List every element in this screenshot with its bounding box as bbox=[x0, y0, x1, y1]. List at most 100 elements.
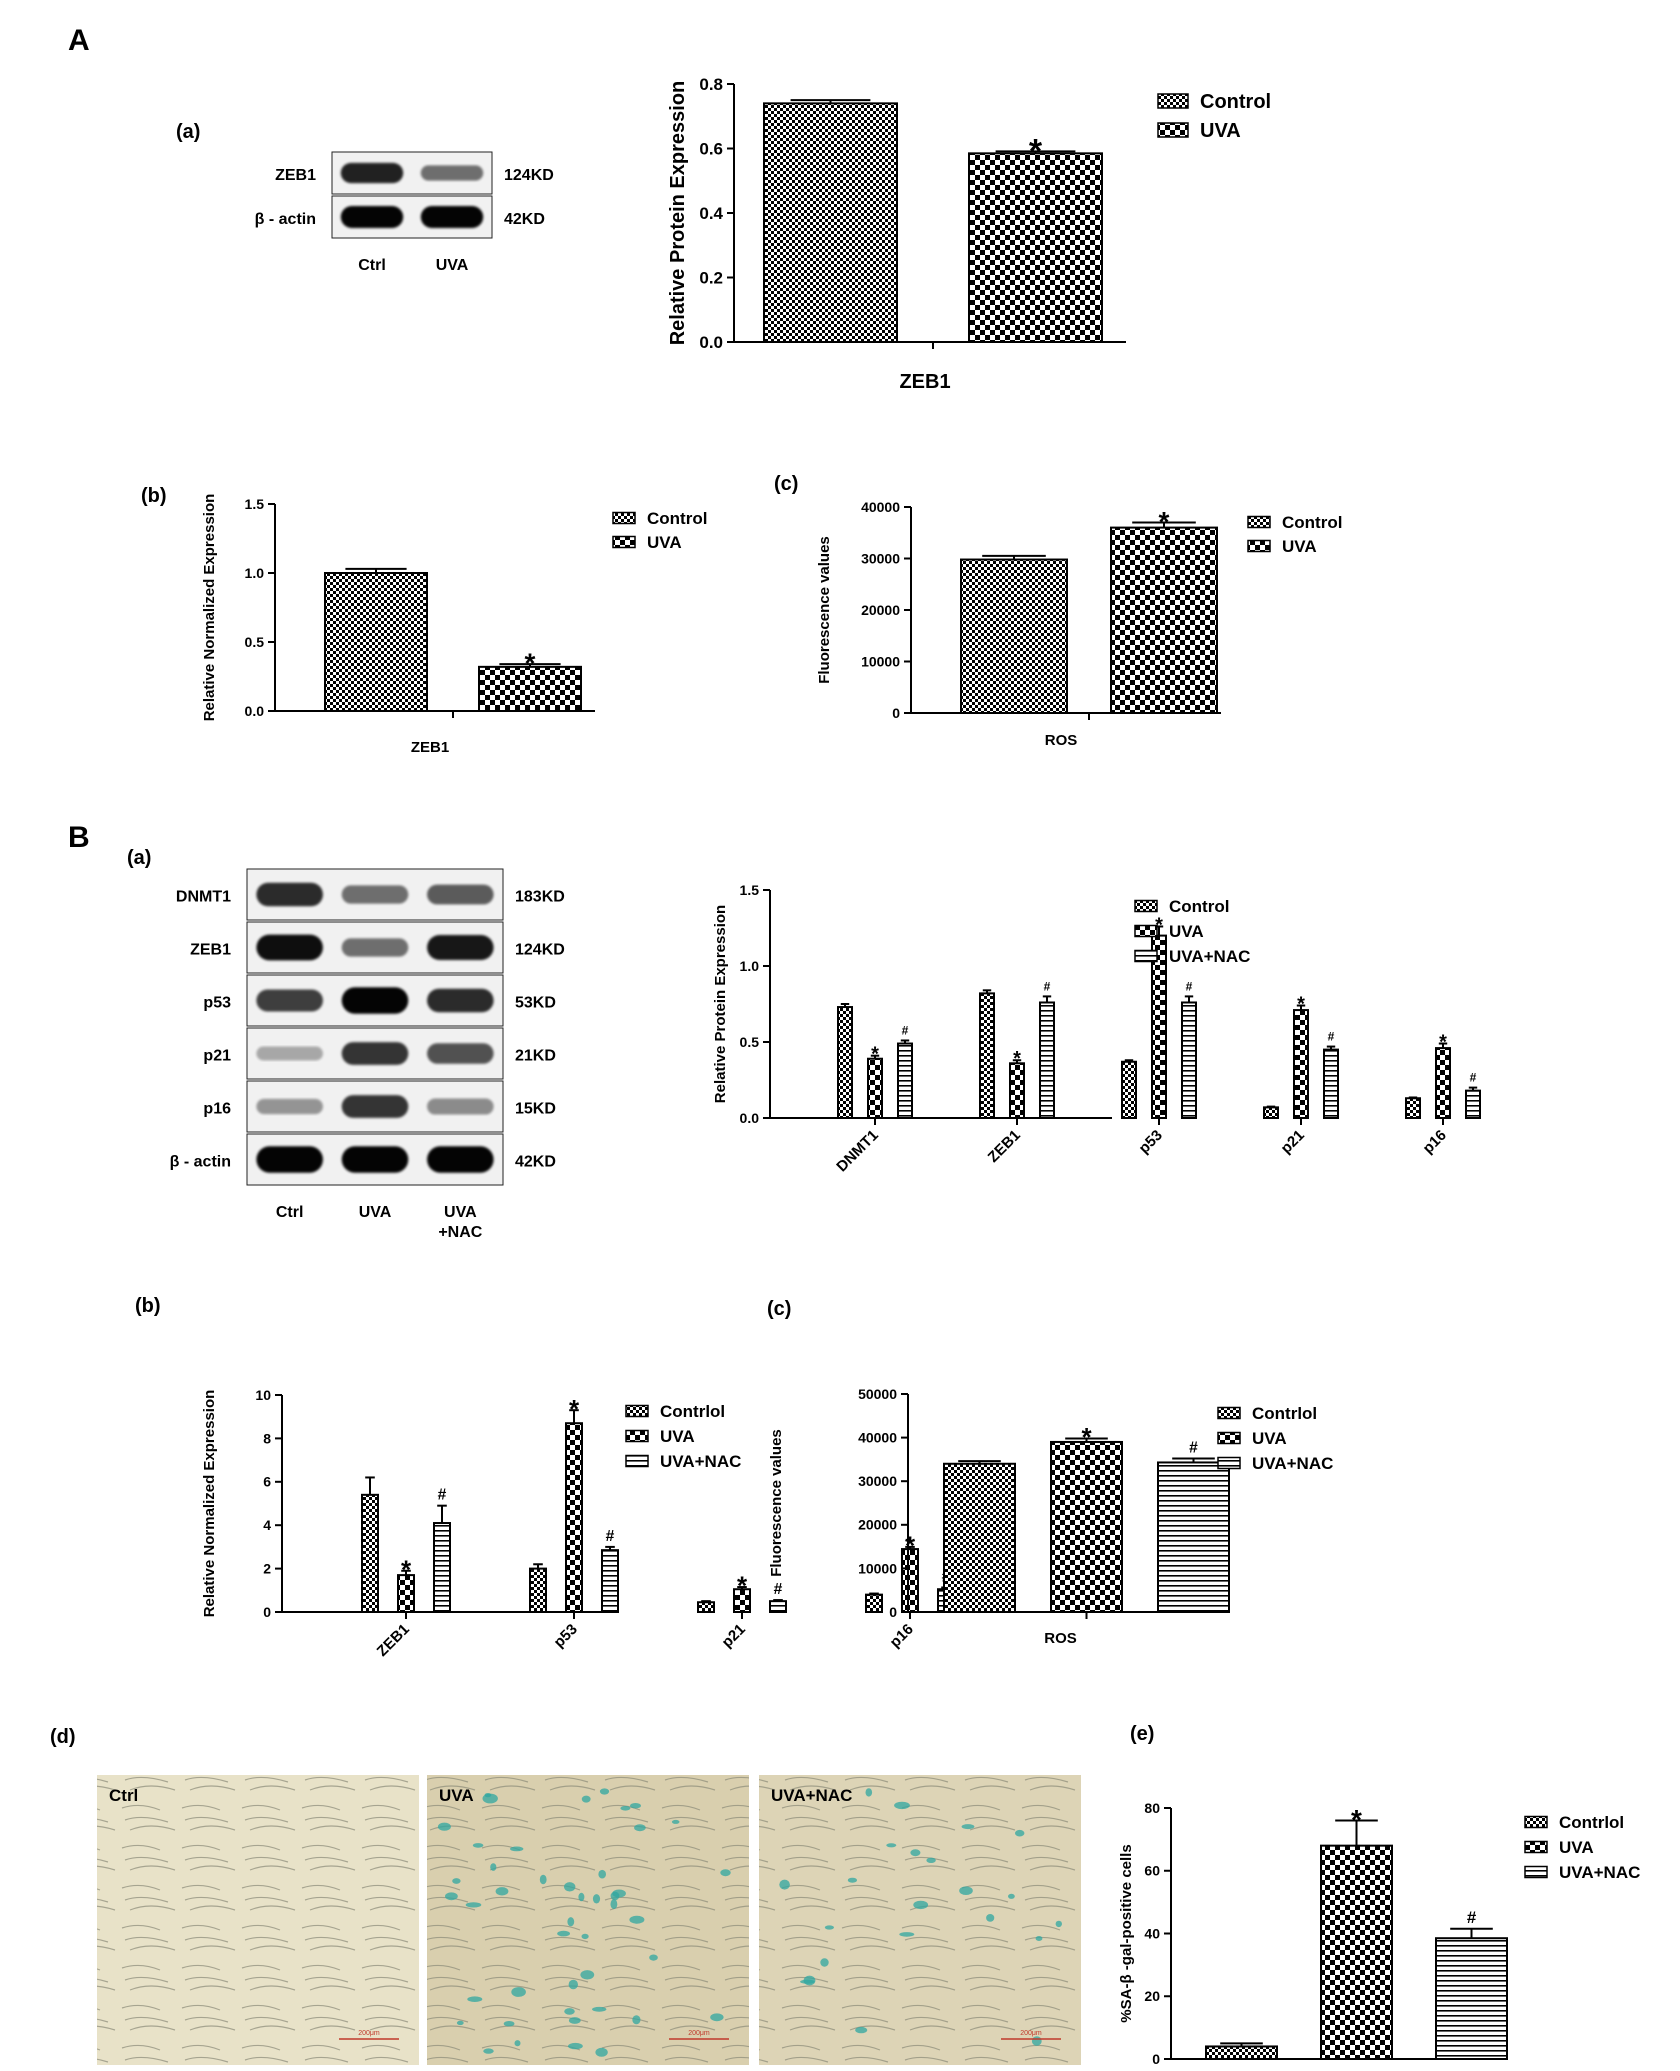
y-tick-label: 30000 bbox=[858, 1473, 897, 1489]
sa-beta-gal-stain bbox=[483, 2048, 494, 2054]
y-tick-label: 1.0 bbox=[245, 565, 265, 581]
y-tick-label: 0.6 bbox=[699, 139, 723, 158]
y-axis-label: Relative Normalized Expression bbox=[201, 494, 218, 722]
blot-row-label: p16 bbox=[203, 1101, 231, 1118]
sa-beta-gal-stain bbox=[510, 1846, 524, 1852]
x-tick-label: DNMT1 bbox=[833, 1127, 882, 1176]
blot-size-label: 15KD bbox=[515, 1101, 556, 1118]
significance-star: * bbox=[1159, 506, 1170, 537]
sa-beta-gal-stain bbox=[720, 1869, 731, 1877]
bar-control bbox=[979, 992, 995, 1119]
significance-hash: # bbox=[1044, 979, 1051, 993]
blot-lane-label: UVA bbox=[436, 257, 469, 274]
blot-size-label: 21KD bbox=[515, 1048, 556, 1065]
sa-beta-gal-stain bbox=[959, 1886, 973, 1895]
sa-beta-gal-stain bbox=[649, 1954, 658, 1961]
sa-beta-gal-stain bbox=[592, 1894, 601, 1904]
blot-band bbox=[420, 165, 484, 181]
chart-A_b: 0.0 0.5 1.0 1.5 Relative Normalized Expressi… bbox=[201, 494, 707, 756]
blot-size-label: 42KD bbox=[515, 1154, 556, 1171]
chart-A_main: 0.0 0.2 0.4 0.6 0.8 Relative Protein Expressi… bbox=[667, 75, 1271, 393]
panel-label-Be: (e) bbox=[1130, 1723, 1154, 1745]
sa-beta-gal-stain bbox=[445, 1892, 458, 1901]
bar-uva-nac bbox=[769, 1600, 787, 1614]
sa-beta-gal-stain bbox=[557, 1930, 570, 1937]
panel-label-A: A bbox=[68, 24, 90, 57]
y-tick-label: 8 bbox=[263, 1430, 271, 1446]
sa-beta-gal-stain bbox=[568, 1979, 578, 1990]
x-tick-label: ZEB1 bbox=[374, 1621, 413, 1660]
blot-size-label: 42KD bbox=[504, 211, 545, 228]
x-axis-label: ROS bbox=[1045, 732, 1078, 749]
micrograph-cell-texture bbox=[97, 1775, 419, 2065]
sa-beta-gal-stain bbox=[511, 1987, 526, 1997]
blot-band bbox=[256, 989, 323, 1012]
blot-row-label: DNMT1 bbox=[176, 889, 231, 906]
legend-label: UVA+NAC bbox=[660, 1452, 741, 1471]
scale-bar-label: 200μm bbox=[1020, 2030, 1042, 2037]
chart-B_b: 0 2 4 6 8 10 Relative Normalized Expression ZEB… bbox=[201, 1387, 955, 1660]
blot-size-label: 53KD bbox=[515, 995, 556, 1012]
y-tick-label: 0.0 bbox=[245, 703, 265, 719]
blot-size-label: 124KD bbox=[515, 942, 565, 959]
significance-hash: # bbox=[1470, 1071, 1477, 1085]
x-axis-label: ROS bbox=[1044, 1630, 1077, 1647]
legend-label: Contrlol bbox=[1559, 1813, 1624, 1832]
blot-band bbox=[427, 1098, 494, 1115]
panel-label-Bb: (b) bbox=[135, 1295, 161, 1317]
legend-swatch bbox=[1217, 1406, 1241, 1420]
sa-beta-gal-stain bbox=[581, 1795, 591, 1803]
x-tick-label: p21 bbox=[1278, 1127, 1308, 1157]
y-tick-label: 0 bbox=[1152, 2051, 1160, 2067]
bar-uva bbox=[1435, 1047, 1451, 1119]
y-tick-label: 50000 bbox=[858, 1386, 897, 1402]
x-tick-label: p16 bbox=[887, 1621, 917, 1651]
legend-label: UVA+NAC bbox=[1252, 1454, 1333, 1473]
blot-band bbox=[340, 206, 404, 228]
bar-uva bbox=[478, 665, 582, 713]
bar-uva-nac bbox=[1157, 1461, 1230, 1614]
legend-swatch bbox=[1134, 899, 1158, 913]
legend-swatch bbox=[1157, 93, 1189, 109]
scale-bar-label: 200μm bbox=[688, 2030, 710, 2037]
blot-row-label: p53 bbox=[203, 995, 231, 1012]
significance-star: * bbox=[525, 648, 536, 679]
blot-row-label: β - actin bbox=[255, 211, 316, 228]
legend-swatch bbox=[1524, 1840, 1548, 1854]
legend-label: UVA+NAC bbox=[1559, 1863, 1640, 1882]
panel-label-Ac: (c) bbox=[774, 473, 798, 495]
y-tick-label: 20 bbox=[1144, 1988, 1160, 2004]
legend-swatch bbox=[1524, 1815, 1548, 1829]
bar-uva-nac bbox=[1465, 1089, 1481, 1120]
legend-swatch bbox=[1247, 539, 1271, 553]
blot-band bbox=[341, 987, 409, 1014]
bar-uva bbox=[968, 152, 1103, 343]
bar-uva-nac bbox=[1323, 1048, 1339, 1119]
micrograph-cell-texture bbox=[759, 1775, 1081, 2065]
sa-beta-gal-stain bbox=[495, 1887, 509, 1896]
significance-star: * bbox=[401, 1554, 412, 1584]
y-axis-label: Relative Protein Expression bbox=[712, 905, 729, 1103]
x-tick-label: p16 bbox=[1420, 1127, 1450, 1157]
bar-control bbox=[1263, 1106, 1279, 1119]
x-tick-label: p21 bbox=[719, 1621, 749, 1651]
sa-beta-gal-stain bbox=[847, 1877, 858, 1883]
bar-contrlol bbox=[529, 1567, 547, 1613]
y-axis-label: Relative Normalized Expression bbox=[201, 1390, 218, 1618]
legend-label: UVA bbox=[1282, 537, 1317, 556]
panel-label-Bc: (c) bbox=[767, 1298, 791, 1320]
legend-label: Control bbox=[1282, 513, 1342, 532]
sa-beta-gal-stain bbox=[578, 1892, 585, 1902]
blot-band bbox=[256, 882, 323, 907]
x-tick-label: ZEB1 bbox=[985, 1127, 1024, 1166]
sa-beta-gal-stain bbox=[913, 1900, 929, 1910]
sa-beta-gal-stain bbox=[710, 2013, 724, 2022]
legend-swatch bbox=[1134, 924, 1158, 938]
legend-swatch bbox=[1217, 1431, 1241, 1445]
sa-beta-gal-stain bbox=[630, 1803, 641, 1809]
bar-uva bbox=[1293, 1009, 1309, 1120]
y-tick-label: 6 bbox=[263, 1474, 271, 1490]
y-tick-label: 0.2 bbox=[699, 268, 723, 287]
legend-swatch bbox=[1524, 1865, 1548, 1879]
y-tick-label: 0.0 bbox=[699, 333, 723, 352]
